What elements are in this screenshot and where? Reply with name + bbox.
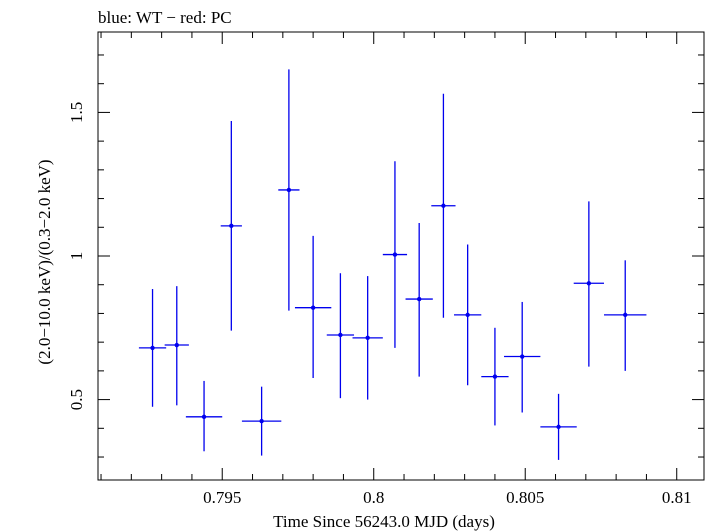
data-point (241, 386, 282, 456)
point-marker (174, 342, 179, 348)
y-tick-label: 1.5 (67, 102, 86, 123)
y-axis-label: (2.0−10.0 keV)/(0.3−2.0 keV) (35, 159, 54, 364)
data-point (454, 244, 482, 386)
point-marker (259, 418, 264, 424)
point-marker (229, 223, 234, 229)
point-marker (586, 281, 592, 286)
point-marker (465, 312, 470, 318)
data-point (431, 93, 456, 318)
data-point (504, 301, 541, 413)
point-marker (556, 424, 561, 430)
plot-frame (97, 31, 705, 481)
x-axis: 0.795 0.8 0.805 0.81 (100, 32, 692, 507)
data-point (278, 69, 300, 311)
y-axis: 0.5 1 1.5 (67, 54, 704, 458)
x-tick-label: 0.795 (203, 488, 241, 507)
point-marker (492, 374, 498, 379)
x-tick-label: 0.81 (662, 488, 692, 507)
data-point (573, 201, 605, 367)
data-point (185, 380, 223, 452)
data-point (481, 327, 509, 426)
data-point (352, 276, 383, 400)
point-marker (201, 414, 207, 420)
y-tick-label: 1 (67, 252, 86, 261)
data-point (405, 222, 433, 377)
x-tick-label: 0.805 (506, 488, 544, 507)
point-marker (150, 345, 155, 351)
data-point (138, 289, 167, 407)
data-point (604, 260, 647, 371)
point-marker (365, 335, 370, 341)
point-marker (623, 312, 628, 318)
point-marker (416, 296, 422, 302)
data-points (138, 69, 647, 460)
x-axis-label: Time Since 56243.0 MJD (days) (273, 512, 495, 531)
data-point (382, 161, 408, 348)
data-point (326, 273, 355, 399)
data-point (294, 235, 332, 379)
point-marker (310, 305, 316, 310)
point-marker (286, 187, 292, 193)
point-marker (441, 203, 446, 208)
point-marker (392, 252, 398, 257)
y-tick-label: 0.5 (67, 389, 86, 410)
data-point (164, 286, 189, 406)
point-marker (520, 354, 525, 359)
x-tick-label: 0.8 (363, 488, 384, 507)
chart-title: blue: WT − red: PC (98, 8, 232, 27)
data-point (540, 393, 577, 460)
data-point (220, 121, 242, 331)
point-marker (338, 332, 343, 338)
